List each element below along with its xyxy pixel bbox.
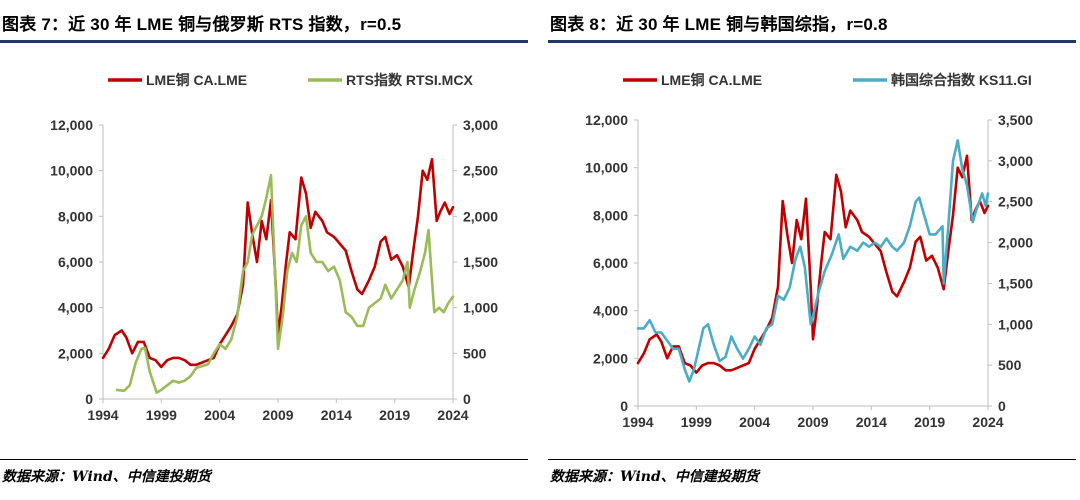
- right-tick-label: 2,000: [463, 208, 498, 224]
- x-tick-label: 1994: [87, 407, 118, 423]
- series-line-1: [101, 158, 455, 369]
- left-tick-label: 6,000: [593, 255, 628, 271]
- left-tick-label: 8,000: [593, 207, 628, 223]
- x-tick-label: 1994: [622, 414, 653, 430]
- legend-label: LME铜 CA.LME: [661, 72, 762, 88]
- x-tick-label: 2009: [262, 407, 293, 423]
- right-tick-label: 3,000: [463, 117, 498, 133]
- chart-panel-1: 图表 7：近 30 年 LME 铜与俄罗斯 RTS 指数，r=0.5 0 2,00…: [0, 0, 530, 500]
- x-tick-label: 1999: [681, 414, 712, 430]
- source-note: 数据来源：Wind、中信建投期货: [550, 469, 759, 485]
- series-line-1: [636, 154, 990, 374]
- source-rule: [548, 459, 1076, 460]
- left-tick-label: 4,000: [58, 300, 93, 316]
- line-chart: 0 2,000 4,000 6,000 8,000 10,000 12,000 0 500 1,0…: [585, 72, 1033, 430]
- x-tick-label: 2004: [739, 414, 770, 430]
- right-tick-label: 2,500: [998, 194, 1033, 210]
- left-tick-label: 12,000: [585, 112, 628, 128]
- x-tick-label: 2024: [437, 407, 468, 423]
- legend-label: 韩国综合指数 KS11.GI: [891, 72, 1032, 88]
- x-tick-label: 2014: [856, 414, 887, 430]
- left-tick-label: 10,000: [585, 160, 628, 176]
- x-tick-label: 2014: [321, 407, 352, 423]
- right-tick-label: 2,500: [463, 163, 498, 179]
- left-tick-label: 12,000: [50, 117, 93, 133]
- legend-label: LME铜 CA.LME: [146, 72, 247, 88]
- right-tick-label: 1,500: [998, 275, 1033, 291]
- right-tick-label: 1,500: [463, 254, 498, 270]
- x-tick-label: 2004: [204, 407, 235, 423]
- left-tick-label: 2,000: [58, 345, 93, 361]
- line-chart: 0 2,000 4,000 6,000 8,000 10,000 12,000 0 500 1,0…: [50, 72, 498, 423]
- right-tick-label: 500: [998, 357, 1022, 373]
- right-tick-label: 1,000: [463, 300, 498, 316]
- title-rule: [0, 40, 528, 43]
- left-tick-label: 2,000: [593, 350, 628, 366]
- chart-title: 图表 8：近 30 年 LME 铜与韩国综指，r=0.8: [550, 15, 888, 34]
- title-rule: [548, 40, 1076, 43]
- right-tick-label: 2,000: [998, 235, 1033, 251]
- x-tick-label: 2024: [972, 414, 1003, 430]
- x-tick-label: 1999: [146, 407, 177, 423]
- chart-title: 图表 7：近 30 年 LME 铜与俄罗斯 RTS 指数，r=0.5: [2, 15, 402, 34]
- source-rule: [0, 459, 528, 460]
- right-tick-label: 0: [463, 391, 471, 407]
- left-tick-label: 0: [620, 398, 628, 414]
- left-tick-label: 4,000: [593, 303, 628, 319]
- x-tick-label: 2019: [914, 414, 945, 430]
- left-tick-label: 10,000: [50, 163, 93, 179]
- series-line-2: [115, 173, 455, 394]
- series-line-2: [636, 139, 990, 383]
- right-tick-label: 1,000: [998, 316, 1033, 332]
- right-tick-label: 3,000: [998, 153, 1033, 169]
- chart-panel-2: 图表 8：近 30 年 LME 铜与韩国综指，r=0.8 0 2,000 4,000…: [548, 0, 1078, 500]
- x-tick-label: 2009: [797, 414, 828, 430]
- left-tick-label: 0: [85, 391, 93, 407]
- left-tick-label: 6,000: [58, 254, 93, 270]
- right-tick-label: 0: [998, 398, 1006, 414]
- left-tick-label: 8,000: [58, 208, 93, 224]
- source-note: 数据来源：Wind、中信建投期货: [2, 469, 211, 485]
- legend-label: RTS指数 RTSI.MCX: [346, 72, 473, 88]
- right-tick-label: 500: [463, 345, 487, 361]
- right-tick-label: 3,500: [998, 112, 1033, 128]
- x-tick-label: 2019: [379, 407, 410, 423]
